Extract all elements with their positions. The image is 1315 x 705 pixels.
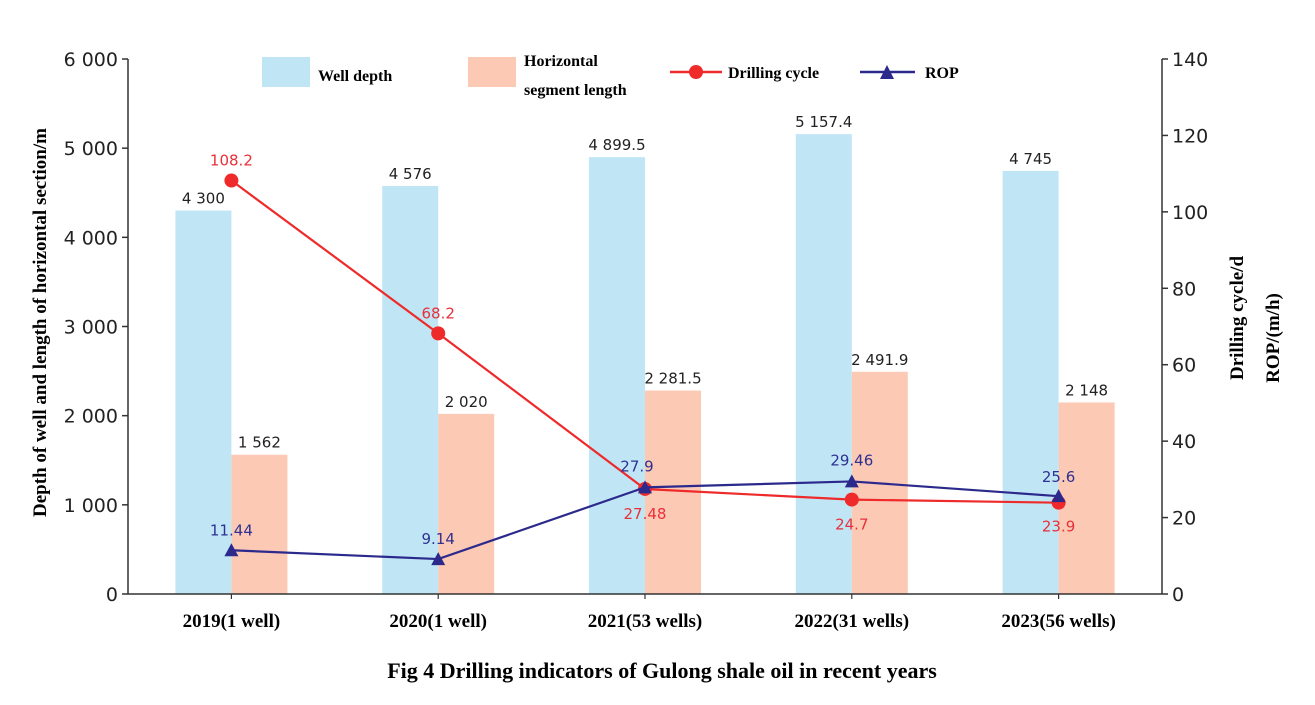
horizontal-length-label: 2 020 [445, 393, 488, 411]
legend-well-depth-swatch [262, 57, 310, 87]
axes-layer: 0 1 000 2 000 3 000 4 000 5 000 6 000 0 20 40 60 80… [30, 49, 1284, 632]
right-tick-label: 60 [1172, 355, 1196, 377]
lines-layer: 108.2 68.2 27.48 24.7 23.9 11.44 9.14 27.9 29.46… [210, 152, 1075, 566]
legend-horizontal-label-line2: segment length [524, 82, 627, 99]
right-tick-label: 120 [1172, 125, 1208, 147]
well-depth-label: 4 576 [389, 165, 432, 183]
well-depth-label: 4 300 [182, 190, 225, 208]
drilling-cycle-label: 68.2 [421, 304, 454, 322]
horizontal-length-bar [231, 454, 288, 594]
rop-point [844, 474, 859, 488]
right-tick-label: 100 [1172, 202, 1208, 224]
x-tick-label: 2022(31 wells) [795, 611, 910, 632]
right-tick-label: 140 [1172, 49, 1208, 71]
x-tick-label: 2023(56 wells) [1001, 611, 1116, 632]
x-tick-label: 2021(53 wells) [588, 611, 703, 632]
left-tick-label: 5 000 [64, 138, 118, 160]
well-depth-bar [1002, 170, 1059, 594]
drilling-cycle-point [844, 492, 859, 507]
left-tick-label: 0 [106, 584, 118, 606]
figure-caption: Fig 4 Drilling indicators of Gulong shal… [387, 658, 937, 683]
legend: Well depth Horizontal segment length Drilli… [262, 53, 959, 99]
drilling-cycle-label: 27.48 [624, 505, 667, 523]
well-depth-bar [795, 134, 852, 594]
well-depth-label: 5 157.4 [795, 113, 852, 131]
rop-label: 27.9 [620, 457, 653, 475]
right-tick-label: 0 [1172, 584, 1184, 606]
legend-drilling-cycle-marker [689, 65, 703, 79]
legend-horizontal-label-line1: Horizontal [524, 53, 598, 70]
right-axis-title-cycle: Drilling cycle/d [1227, 256, 1248, 380]
rop-label: 11.44 [210, 521, 253, 539]
left-tick-label: 3 000 [64, 317, 118, 339]
legend-rop-marker [880, 65, 894, 79]
well-depth-bar [382, 185, 439, 594]
left-tick-label: 4 000 [64, 227, 118, 249]
x-tick-label: 2019(1 well) [183, 611, 281, 632]
well-depth-label: 4 745 [1009, 150, 1052, 168]
left-tick-label: 2 000 [64, 406, 118, 428]
rop-label: 9.14 [421, 530, 454, 548]
drilling-cycle-label: 108.2 [210, 152, 253, 170]
drilling-cycle-point [431, 326, 446, 341]
rop-point [1051, 489, 1066, 503]
right-axis-title-rop: ROP/(m/h) [1263, 293, 1284, 383]
rop-point [638, 480, 652, 494]
drilling-cycle-label: 23.9 [1042, 518, 1075, 536]
drilling-cycle-label: 24.7 [835, 516, 868, 534]
horizontal-length-label: 2 491.9 [851, 351, 908, 369]
horizontal-length-label: 1 562 [238, 434, 281, 452]
rop-point [224, 543, 239, 557]
horizontal-length-label: 2 281.5 [644, 370, 701, 388]
well-depth-label: 4 899.5 [588, 136, 645, 154]
horizontal-length-label: 2 148 [1065, 381, 1108, 399]
well-depth-bar [589, 157, 645, 594]
right-tick-label: 40 [1172, 431, 1196, 453]
rop-label: 25.6 [1042, 468, 1075, 486]
right-tick-label: 80 [1172, 278, 1196, 300]
horizontal-length-bar [1058, 402, 1115, 594]
x-tick-label: 2020(1 well) [389, 611, 487, 632]
legend-rop-label: ROP [925, 65, 959, 82]
left-axis-title: Depth of well and length of horizontal s… [30, 128, 51, 517]
well-depth-bar [175, 210, 232, 595]
drilling-cycle-point [224, 173, 239, 188]
rop-label: 29.46 [830, 451, 873, 469]
rop-point [431, 552, 446, 566]
legend-well-depth-label: Well depth [318, 68, 392, 85]
horizontal-length-bar [438, 413, 495, 594]
legend-drilling-cycle-label: Drilling cycle [728, 65, 819, 82]
left-tick-label: 6 000 [64, 49, 118, 71]
legend-horizontal-swatch [468, 57, 516, 87]
right-tick-label: 20 [1172, 508, 1196, 530]
left-tick-label: 1 000 [64, 495, 118, 517]
